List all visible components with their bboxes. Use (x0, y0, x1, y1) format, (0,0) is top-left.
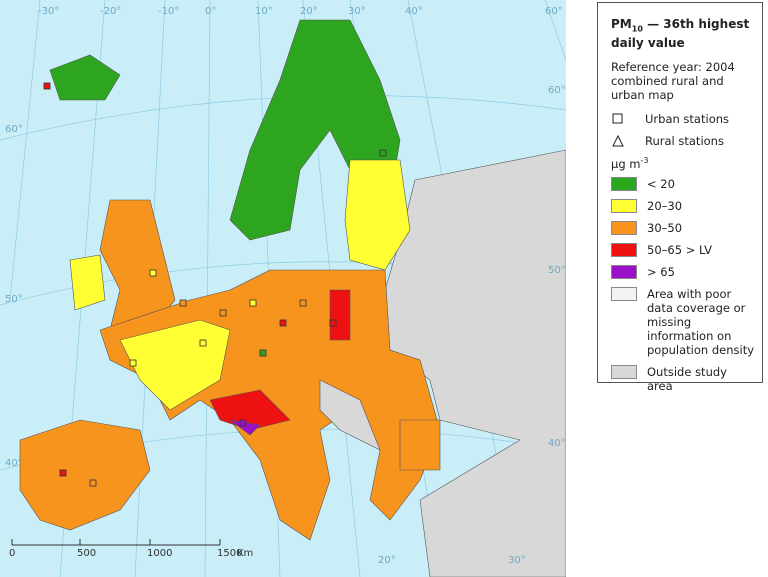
graticule-label: 50° (548, 265, 566, 276)
symbol-icon (612, 135, 624, 147)
swatch (611, 177, 637, 192)
unit-main: μg m (611, 157, 641, 172)
graticule-label: -20° (100, 6, 121, 17)
legend-row: 20–30 (611, 199, 754, 214)
unit: μg m-3 (611, 156, 754, 171)
graticule-label: 0° (205, 6, 216, 17)
station (129, 359, 137, 367)
graticule-label: 20° (300, 6, 318, 17)
legend-label: 20–30 (647, 199, 683, 214)
graticule-label: 40° (405, 6, 423, 17)
station (149, 269, 157, 277)
station (239, 419, 247, 427)
graticule-label: 60° (548, 85, 566, 96)
unit-sup: -3 (640, 156, 649, 166)
legend-label: > 65 (647, 265, 675, 280)
reference-text: Reference year: 2004 combined rural and … (611, 60, 735, 103)
legend-row: > 65 (611, 265, 754, 280)
legend-row: Area with poor data coverage or missing … (611, 287, 754, 357)
symbol-icon (612, 113, 623, 124)
station (179, 299, 187, 307)
swatch (611, 365, 637, 380)
legend-label: Area with poor data coverage or missing … (647, 287, 755, 358)
graticule-label: 10° (255, 6, 273, 17)
legend-label: < 20 (647, 177, 675, 192)
station (43, 82, 51, 90)
title-rest: — 36th highest daily value (611, 17, 750, 51)
scale-label: 1500 (217, 548, 242, 559)
graticule-label: 40° (5, 458, 23, 469)
title-sub: 10 (631, 24, 643, 34)
station (379, 149, 387, 157)
swatch (611, 287, 637, 302)
station (219, 309, 227, 317)
graticule-label: 60° (5, 124, 23, 135)
legend-row: 30–50 (611, 221, 754, 236)
symbol-label: Rural stations (645, 134, 724, 149)
swatch (611, 243, 637, 258)
swatch (611, 265, 637, 280)
station (259, 349, 267, 357)
legend-title: PM10 — 36th highest daily value (611, 17, 754, 51)
graticule-label: 20° (378, 555, 396, 566)
land (19, 19, 566, 577)
graticule-label: 30° (508, 555, 526, 566)
graticule-label: 40° (548, 438, 566, 449)
legend: PM10 — 36th highest daily value Referenc… (597, 2, 763, 393)
graticule-label: 60° (545, 6, 563, 17)
legend-label: Outside study area (647, 365, 727, 394)
scale-label: 0 (9, 548, 15, 559)
swatch (611, 199, 637, 214)
legend-row: < 20 (611, 177, 754, 192)
scale-unit: Km (237, 548, 253, 559)
station (249, 299, 257, 307)
swatch (611, 221, 637, 236)
scale-label: 500 (77, 548, 96, 559)
scale-label: 1000 (147, 548, 172, 559)
graticule-label: -30° (38, 6, 59, 17)
legend-label: 50–65 > LV (647, 243, 712, 258)
station (199, 339, 207, 347)
station (279, 319, 287, 327)
station (299, 299, 307, 307)
legend-row: Rural stations (611, 134, 754, 148)
map: -30° -20° -10° 0° 10° 20° 30° 40° 60° 60° 50° 40° 60… (0, 0, 566, 577)
legend-label: 30–50 (647, 221, 683, 236)
station (89, 479, 97, 487)
legend-row: Urban stations (611, 112, 754, 126)
legend-row: Outside study area (611, 365, 754, 393)
graticule-label: 50° (5, 294, 23, 305)
legend-row: 50–65 > LV (611, 243, 754, 258)
symbol-label: Urban stations (645, 112, 730, 127)
graticule-label: 30° (348, 6, 366, 17)
station (329, 319, 337, 327)
title-main: PM (611, 17, 632, 31)
graticule-label: -10° (158, 6, 179, 17)
station (59, 469, 67, 477)
